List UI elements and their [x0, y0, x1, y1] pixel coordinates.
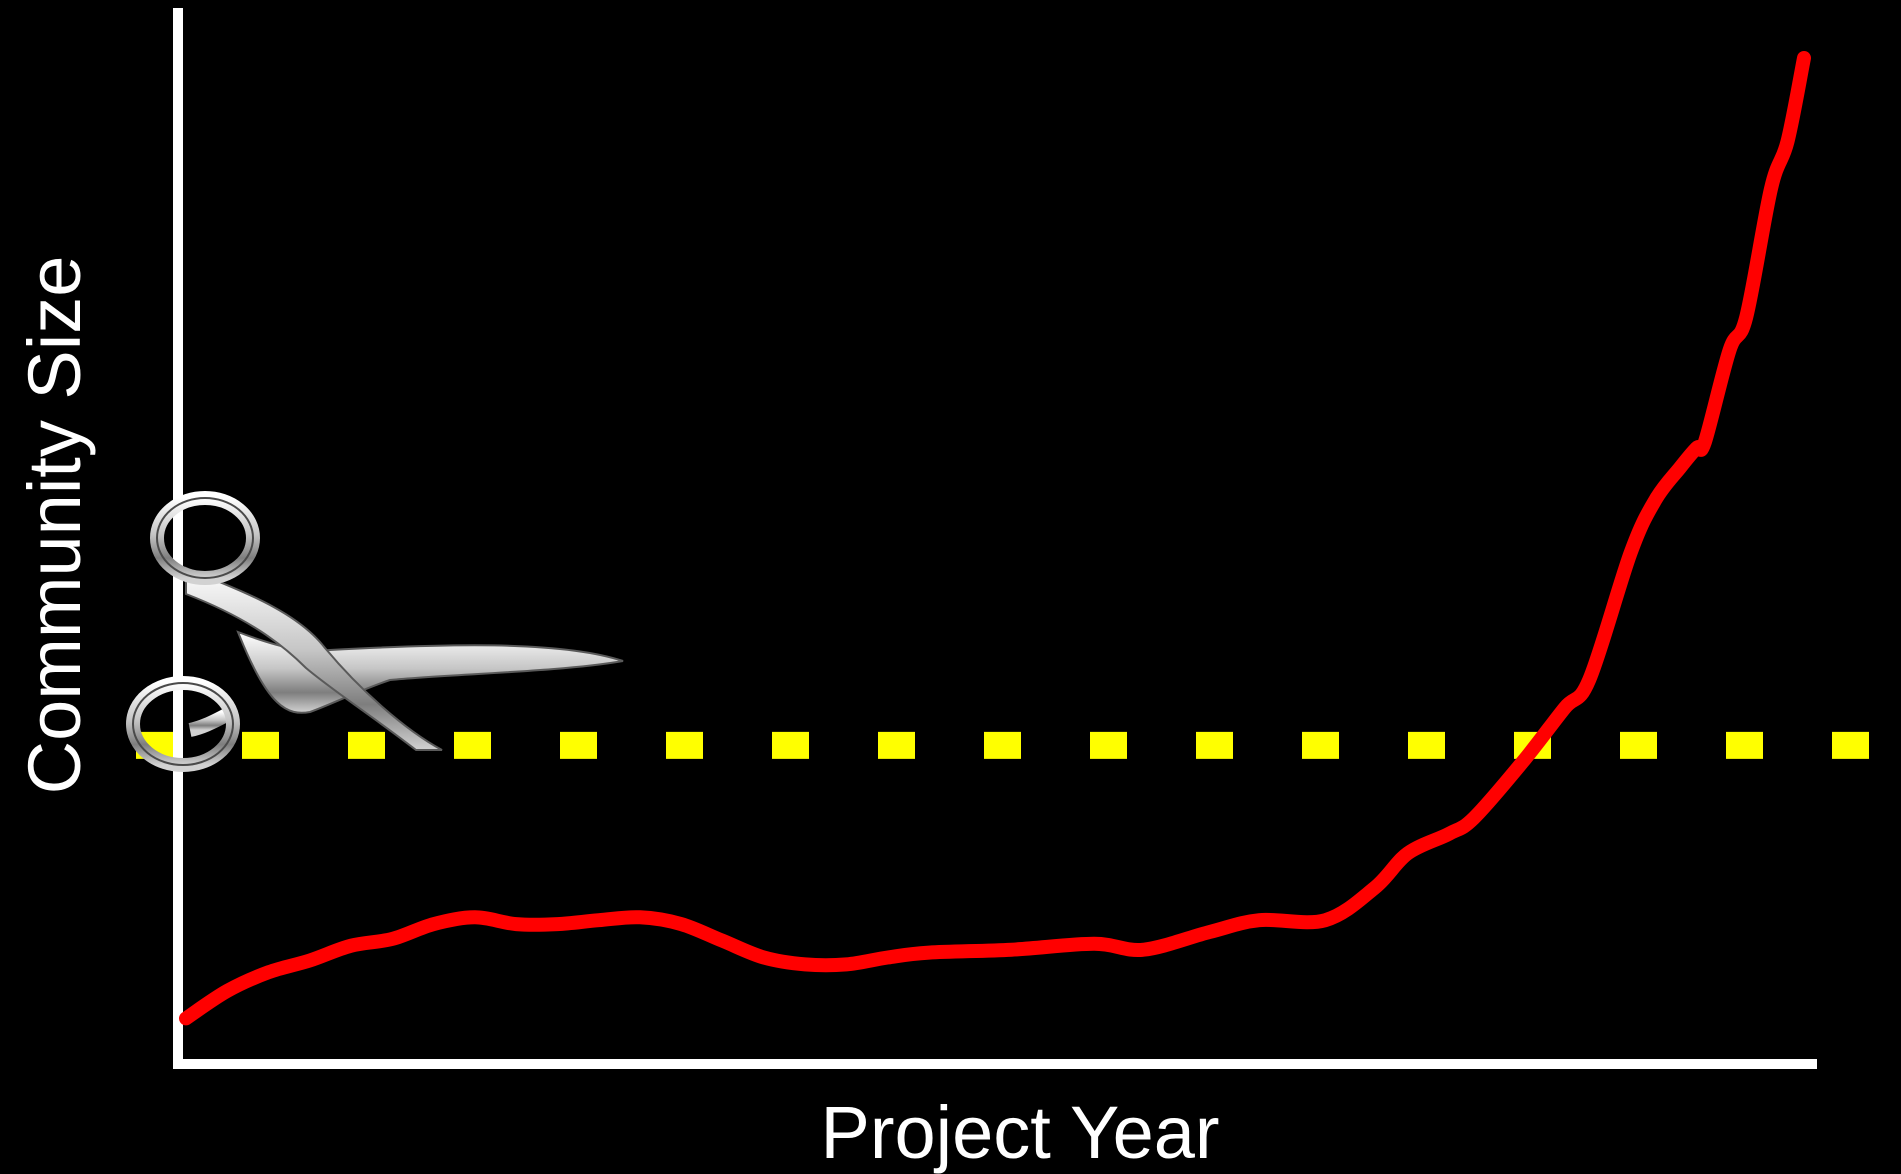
- x-axis-title: Project Year: [820, 1091, 1219, 1174]
- y-axis-title: Community Size: [13, 256, 96, 795]
- scissors-icon: [126, 491, 624, 772]
- community-size-line: [179, 51, 1811, 1026]
